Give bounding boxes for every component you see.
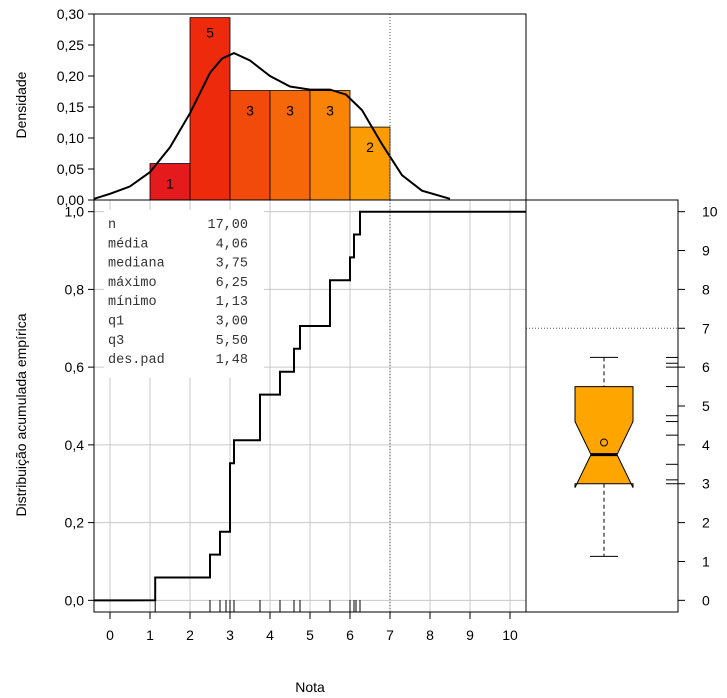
- boxplot-mean-marker: [600, 438, 608, 447]
- histogram-y-axis: 0,00 0,05 0,10 0,15 0,20 0,25 0,30: [57, 6, 94, 208]
- histogram-count-label: 3: [326, 103, 334, 119]
- boxplot-rug: [666, 356, 678, 485]
- boxplot-panel: 0 1 2 3 4 5 6 7 8 9 10: [525, 199, 718, 613]
- histogram-y-tick-label: 0,20: [57, 68, 84, 84]
- ecdf-y-tick-label: 0,0: [65, 592, 85, 608]
- boxplot-y-tick-label: 5: [702, 398, 710, 414]
- boxplot-y-tick-label: 9: [702, 243, 710, 259]
- stats-label: máximo: [108, 276, 157, 291]
- ecdf-y-tick-label: 0,4: [65, 437, 85, 453]
- stats-label: n: [108, 218, 116, 233]
- stats-table: n 17,00 média 4,06 mediana 3,75 máximo 6,25 míni…: [104, 210, 264, 378]
- density-curve: [93, 51, 451, 200]
- stats-value: 6,25: [216, 276, 248, 291]
- ecdf-x-tick-label: 4: [266, 627, 274, 643]
- histogram-bar: [149, 163, 191, 201]
- ecdf-x-tick-label: 8: [426, 627, 434, 643]
- stats-label: média: [108, 237, 149, 252]
- ecdf-step-line: [93, 210, 526, 602]
- ecdf-ylabel: Distribuição acumulada empírica: [13, 313, 29, 516]
- histogram-bars: 1 5 3 3 3 2: [149, 17, 391, 201]
- ecdf-x-tick-label: 0: [106, 627, 114, 643]
- ecdf-x-tick-label: 7: [386, 627, 394, 643]
- ecdf-xlabel: Nota: [295, 679, 325, 695]
- ecdf-x-axis: 0 1 2 3 4 5 6 7 8 9 10: [106, 612, 518, 643]
- histogram-count-label: 3: [286, 103, 294, 119]
- boxplot: [574, 356, 634, 557]
- histogram-ylabel: Densidade: [13, 71, 29, 138]
- stats-label: q1: [108, 315, 124, 330]
- ecdf-panel: n 17,00 média 4,06 mediana 3,75 máximo 6,25 míni…: [13, 199, 527, 695]
- stats-label: q3: [108, 334, 124, 349]
- histogram-count-label: 3: [246, 103, 254, 119]
- boxplot-y-tick-label: 1: [702, 553, 710, 569]
- boxplot-y-tick-label: 6: [702, 359, 710, 375]
- stats-value: 3,75: [216, 257, 248, 272]
- ecdf-y-axis: 0,0 0,2 0,4 0,6 0,8 1,0: [65, 204, 94, 608]
- stats-value: 1,48: [216, 353, 248, 368]
- stats-label: mediana: [108, 257, 165, 272]
- ecdf-y-tick-label: 0,8: [65, 281, 85, 297]
- histogram-panel: Densidade 0,00 0,05 0,10 0,15 0,20 0,25 0,30 1…: [13, 6, 527, 208]
- boxplot-y-tick-label: 4: [702, 437, 710, 453]
- histogram-y-tick-label: 0,25: [57, 37, 84, 53]
- ecdf-x-tick-label: 5: [306, 627, 314, 643]
- histogram-y-tick-label: 0,10: [57, 130, 84, 146]
- boxplot-y-tick-label: 7: [702, 320, 710, 336]
- stats-value: 17,00: [207, 218, 248, 233]
- histogram-bar: [309, 90, 351, 201]
- histogram-y-tick-label: 0,05: [57, 161, 84, 177]
- ecdf-x-tick-label: 3: [226, 627, 234, 643]
- histogram-y-tick-label: 0,15: [57, 99, 84, 115]
- stats-value: 1,13: [216, 295, 248, 310]
- ecdf-rug: [154, 600, 361, 612]
- histogram-bar: [189, 17, 231, 201]
- ecdf-x-tick-label: 2: [186, 627, 194, 643]
- boxplot-y-axis: 0 1 2 3 4 5 6 7 8 9 10: [678, 204, 718, 608]
- ecdf-x-tick-label: 10: [502, 627, 518, 643]
- stats-label: des.pad: [108, 353, 165, 368]
- ecdf-x-tick-label: 1: [146, 627, 154, 643]
- boxplot-y-tick-label: 2: [702, 515, 710, 531]
- histogram-bar: [269, 90, 311, 201]
- boxplot-y-tick-label: 3: [702, 476, 710, 492]
- stats-label: mínimo: [108, 295, 157, 310]
- stats-value: 5,50: [216, 334, 248, 349]
- stats-value: 3,00: [216, 315, 248, 330]
- histogram-bar: [349, 126, 391, 201]
- histogram-count-label: 2: [366, 139, 374, 155]
- histogram-count-label: 5: [206, 25, 214, 41]
- histogram-y-tick-label: 0,30: [57, 6, 84, 22]
- ecdf-y-tick-label: 1,0: [65, 204, 85, 220]
- boxplot-y-tick-label: 10: [702, 204, 718, 220]
- ecdf-y-tick-label: 0,2: [65, 515, 85, 531]
- histogram-bar: [229, 90, 271, 201]
- ecdf-x-tick-label: 9: [466, 627, 474, 643]
- boxplot-y-tick-label: 8: [702, 281, 710, 297]
- boxplot-box: [574, 386, 634, 488]
- histogram-y-tick-label: 0,00: [57, 192, 84, 208]
- stats-value: 4,06: [216, 237, 248, 252]
- histogram-count-label: 1: [166, 176, 174, 192]
- stats-background: [104, 210, 264, 378]
- ecdf-y-tick-label: 0,6: [65, 359, 85, 375]
- boxplot-y-tick-label: 0: [702, 592, 710, 608]
- ecdf-x-tick-label: 6: [346, 627, 354, 643]
